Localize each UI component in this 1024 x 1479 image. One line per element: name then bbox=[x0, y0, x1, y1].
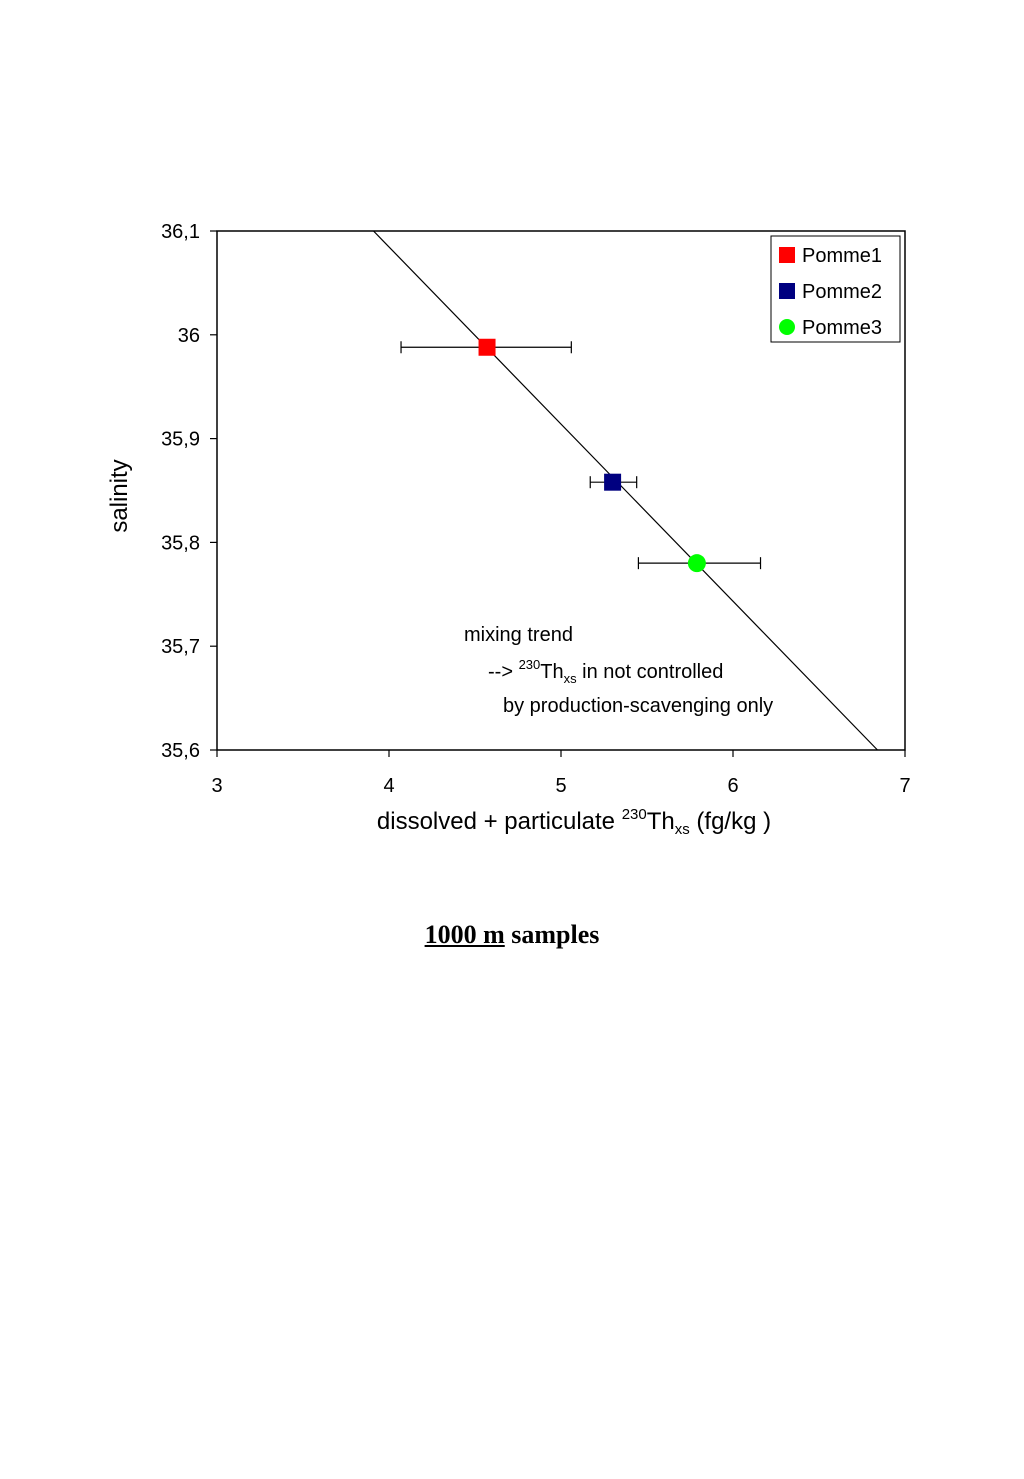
y-axis-title: salinity bbox=[106, 459, 133, 532]
annotation-line-2: --> 230Thxs in not controlled bbox=[488, 657, 723, 686]
data-points bbox=[478, 338, 706, 573]
annotation-line-3: by production-scavenging only bbox=[503, 695, 773, 717]
x-axis-title-prefix: dissolved + particulate bbox=[377, 808, 622, 835]
legend-entry-pomme2: Pomme2 bbox=[779, 281, 882, 303]
point-pomme1 bbox=[478, 338, 496, 356]
x-axis-title-base: Th bbox=[647, 808, 675, 835]
legend-label: Pomme2 bbox=[802, 281, 882, 303]
caption-depth: 1000 m bbox=[424, 920, 505, 949]
y-tick-label: 35,8 bbox=[161, 532, 200, 554]
mixing-trend-line-group bbox=[373, 230, 878, 751]
legend-entry-pomme1: Pomme1 bbox=[779, 245, 882, 267]
y-tick-label: 36,1 bbox=[161, 221, 200, 243]
x-tick-label: 7 bbox=[899, 775, 910, 797]
legend-marker bbox=[779, 319, 795, 335]
error-bars bbox=[400, 341, 762, 570]
point-pomme2 bbox=[604, 473, 622, 491]
annotation-arrow: --> bbox=[488, 661, 519, 683]
x-tick-label: 3 bbox=[211, 775, 222, 797]
annotation-base: Th bbox=[540, 661, 563, 683]
x-axis-title: dissolved + particulate 230Thxs (fg/kg ) bbox=[377, 806, 771, 838]
x-axis-title-sup: 230 bbox=[622, 806, 647, 823]
y-tick-label: 35,7 bbox=[161, 636, 200, 658]
figure-caption: 1000 m samples bbox=[0, 920, 1024, 950]
legend-marker bbox=[779, 283, 795, 299]
point-pomme3 bbox=[687, 554, 706, 573]
legend-marker bbox=[779, 247, 795, 263]
annotation-sup: 230 bbox=[519, 657, 541, 672]
x-axis-title-sub: xs bbox=[675, 821, 690, 838]
caption-rest: samples bbox=[504, 920, 600, 949]
legend-label: Pomme3 bbox=[802, 317, 882, 339]
annotation-suffix: in not controlled bbox=[577, 661, 724, 683]
legend: Pomme1 Pomme2 Pomme3 bbox=[770, 235, 901, 343]
chart-annotation: mixing trend --> 230Thxs in not controll… bbox=[464, 624, 773, 717]
annotation-sub: xs bbox=[564, 671, 578, 686]
y-tick-label: 35,9 bbox=[161, 429, 200, 451]
annotation-line-1: mixing trend bbox=[464, 624, 573, 646]
x-axis-title-suffix: (fg/kg ) bbox=[690, 808, 771, 835]
y-tick-label: 36 bbox=[178, 325, 200, 347]
x-tick-label: 6 bbox=[727, 775, 738, 797]
legend-entry-pomme3: Pomme3 bbox=[779, 317, 882, 339]
mixing-trend-line bbox=[373, 230, 878, 751]
x-axis-ticks: 3 4 5 6 7 bbox=[211, 750, 911, 797]
y-tick-label: 35,6 bbox=[161, 740, 200, 762]
y-axis-ticks: 35,6 35,7 35,8 35,9 36 36,1 bbox=[161, 221, 217, 762]
x-tick-label: 4 bbox=[383, 775, 394, 797]
salinity-vs-thorium-chart: 3 4 5 6 7 35,6 35,7 35,8 35,9 36 36,1 salinity di… bbox=[106, 221, 911, 838]
x-tick-label: 5 bbox=[555, 775, 566, 797]
legend-label: Pomme1 bbox=[802, 245, 882, 267]
